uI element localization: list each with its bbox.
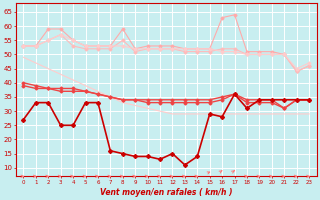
X-axis label: Vent moyen/en rafales ( km/h ): Vent moyen/en rafales ( km/h ): [100, 188, 233, 197]
